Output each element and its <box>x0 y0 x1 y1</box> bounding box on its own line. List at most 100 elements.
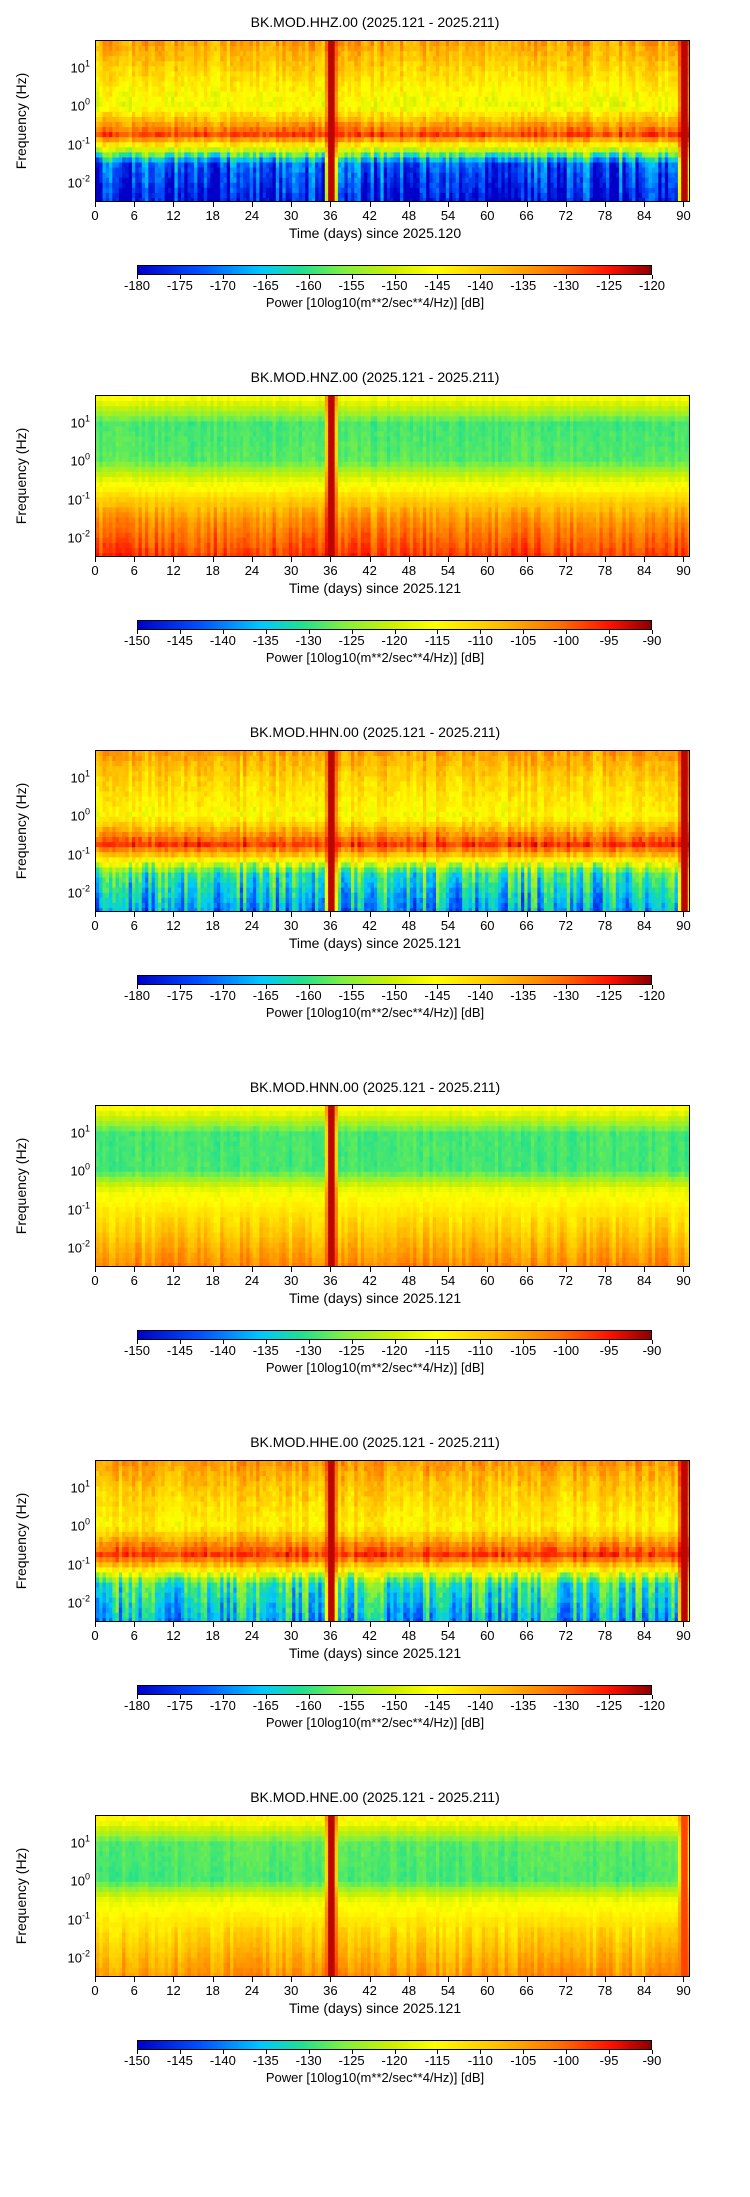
heatmap-cell <box>292 76 297 83</box>
heatmap-cell <box>586 172 591 179</box>
heatmap-cell <box>527 61 532 67</box>
heatmap-cell <box>105 66 110 72</box>
heatmap-cell <box>249 76 254 83</box>
heatmap-cell <box>321 101 326 108</box>
heatmap-cell <box>570 122 574 128</box>
heatmap-cell <box>347 137 352 143</box>
heatmap-cell <box>540 152 545 159</box>
heatmap-cell <box>413 81 417 88</box>
heatmap-cell <box>197 122 202 128</box>
heatmap-cell <box>534 132 538 138</box>
heatmap-cell <box>207 106 212 113</box>
heatmap-cell <box>275 157 280 164</box>
heatmap-cell <box>324 187 329 194</box>
heatmap-cell <box>501 101 506 108</box>
heatmap-cell <box>458 182 463 189</box>
heatmap-cell <box>406 127 411 133</box>
heatmap-cell <box>596 172 601 179</box>
heatmap-cell <box>315 81 319 88</box>
heatmap-cell <box>158 157 162 164</box>
heatmap-cell <box>445 76 450 83</box>
heatmap-cell <box>177 157 182 164</box>
heatmap-cell <box>213 86 218 93</box>
heatmap-cell <box>547 197 552 201</box>
heatmap-cell <box>187 122 192 128</box>
heatmap-cell <box>151 167 156 174</box>
heatmap-cell <box>543 41 548 47</box>
heatmap-cell <box>504 51 509 57</box>
heatmap-cell <box>187 66 192 72</box>
heatmap-cell <box>602 96 607 103</box>
heatmap-cell <box>560 122 565 128</box>
heatmap-cell <box>373 91 378 98</box>
heatmap-cell <box>416 41 421 47</box>
heatmap-cell <box>396 66 401 72</box>
heatmap-cell <box>530 81 535 88</box>
heatmap-cell <box>465 167 470 174</box>
heatmap-cell <box>315 111 319 118</box>
heatmap-cell <box>96 111 100 118</box>
heatmap-cell <box>498 76 502 83</box>
heatmap-cell <box>295 51 300 57</box>
heatmap-cell <box>334 192 339 199</box>
heatmap-cell <box>452 172 457 179</box>
heatmap-cell <box>468 162 473 169</box>
heatmap-cell <box>243 137 247 143</box>
heatmap-cell <box>118 56 123 62</box>
heatmap-cell <box>586 152 591 159</box>
heatmap-cell <box>99 142 104 148</box>
heatmap-cell <box>471 162 476 169</box>
heatmap-cell <box>285 167 290 174</box>
heatmap-cell <box>187 137 192 143</box>
heatmap-cell <box>491 147 496 153</box>
heatmap-cell <box>266 101 270 108</box>
heatmap-cell <box>436 66 440 72</box>
heatmap-cell <box>216 61 221 67</box>
heatmap-cell <box>419 172 424 179</box>
heatmap-cell <box>347 167 352 174</box>
heatmap-cell <box>233 56 238 62</box>
heatmap-cell <box>373 86 378 93</box>
heatmap-cell <box>403 137 408 143</box>
heatmap-cell <box>324 96 329 103</box>
heatmap-cell <box>507 66 512 72</box>
heatmap-cell <box>530 96 535 103</box>
heatmap-cell <box>99 192 104 199</box>
heatmap-cell <box>181 111 185 118</box>
heatmap-cell <box>181 162 185 169</box>
heatmap-cell <box>230 147 234 153</box>
heatmap-cell <box>194 96 198 103</box>
heatmap-cell <box>602 157 607 164</box>
heatmap-cell <box>429 106 434 113</box>
heatmap-cell <box>105 122 110 128</box>
heatmap-cell <box>308 127 313 133</box>
heatmap-cell <box>305 192 310 199</box>
heatmap-cell <box>393 66 398 72</box>
heatmap-cell <box>511 91 516 98</box>
heatmap-cell <box>292 142 297 148</box>
heatmap-cell <box>465 71 470 78</box>
heatmap-cell <box>171 182 176 189</box>
heatmap-cell <box>449 152 453 159</box>
heatmap-cell <box>131 101 136 108</box>
heatmap-cell <box>386 111 391 118</box>
heatmap-cell <box>475 66 480 72</box>
heatmap-cell <box>566 71 571 78</box>
heatmap-cell <box>233 41 238 47</box>
heatmap-cell <box>122 56 127 62</box>
heatmap-cell <box>321 106 326 113</box>
heatmap-cell <box>269 197 274 201</box>
heatmap-cell <box>194 66 198 72</box>
heatmap-cell <box>239 182 244 189</box>
heatmap-cell <box>504 132 509 138</box>
heatmap-cell <box>305 46 310 52</box>
heatmap-cell <box>184 111 189 118</box>
heatmap-cell <box>501 61 506 67</box>
heatmap-cell <box>524 86 529 93</box>
heatmap-cell <box>138 152 143 159</box>
heatmap-cell <box>579 101 584 108</box>
heatmap-cell <box>279 106 283 113</box>
heatmap-cell <box>547 61 552 67</box>
heatmap-cell <box>167 187 172 194</box>
heatmap-cell <box>347 46 352 52</box>
